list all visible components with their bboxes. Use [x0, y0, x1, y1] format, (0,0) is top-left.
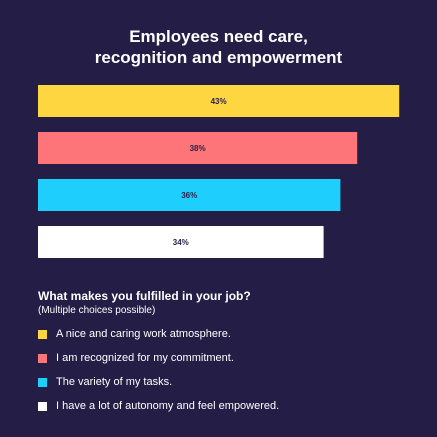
legend-heading: What makes you fulfilled in your job?	[38, 289, 251, 303]
bar-atmosphere	[38, 85, 400, 117]
legend-label-autonomy: I have a lot of autonomy and feel empowe…	[56, 400, 280, 412]
legend-item-autonomy: I have a lot of autonomy and feel empowe…	[38, 400, 279, 412]
bar-value-label-autonomy: 34%	[173, 238, 189, 247]
legend-item-recognition: I am recognized for my commitment.	[38, 352, 279, 364]
legend: A nice and caring work atmosphere. I am …	[38, 328, 279, 424]
legend-swatch-autonomy	[38, 401, 47, 411]
bar-autonomy	[38, 226, 324, 258]
bar-value-label-recognition: 38%	[190, 144, 206, 153]
legend-label-variety: The variety of my tasks.	[56, 376, 173, 388]
legend-item-atmosphere: A nice and caring work atmosphere.	[38, 328, 279, 340]
legend-note: (Multiple choices possible)	[38, 305, 156, 316]
chart-title: Employees need care, recognition and emp…	[0, 26, 437, 68]
bar-value-label-atmosphere: 43%	[211, 97, 227, 106]
legend-swatch-recognition	[38, 353, 47, 363]
bar-recognition	[38, 132, 358, 164]
bar-value-label-variety: 36%	[181, 191, 197, 200]
legend-item-variety: The variety of my tasks.	[38, 376, 279, 388]
legend-swatch-variety	[38, 377, 47, 387]
legend-label-recognition: I am recognized for my commitment.	[56, 352, 234, 364]
legend-swatch-atmosphere	[38, 329, 47, 339]
legend-label-atmosphere: A nice and caring work atmosphere.	[56, 328, 231, 340]
chart-title-line-2: recognition and empowerment	[94, 48, 343, 67]
bar-variety	[38, 179, 341, 211]
chart-title-line-1: Employees need care,	[129, 27, 308, 46]
